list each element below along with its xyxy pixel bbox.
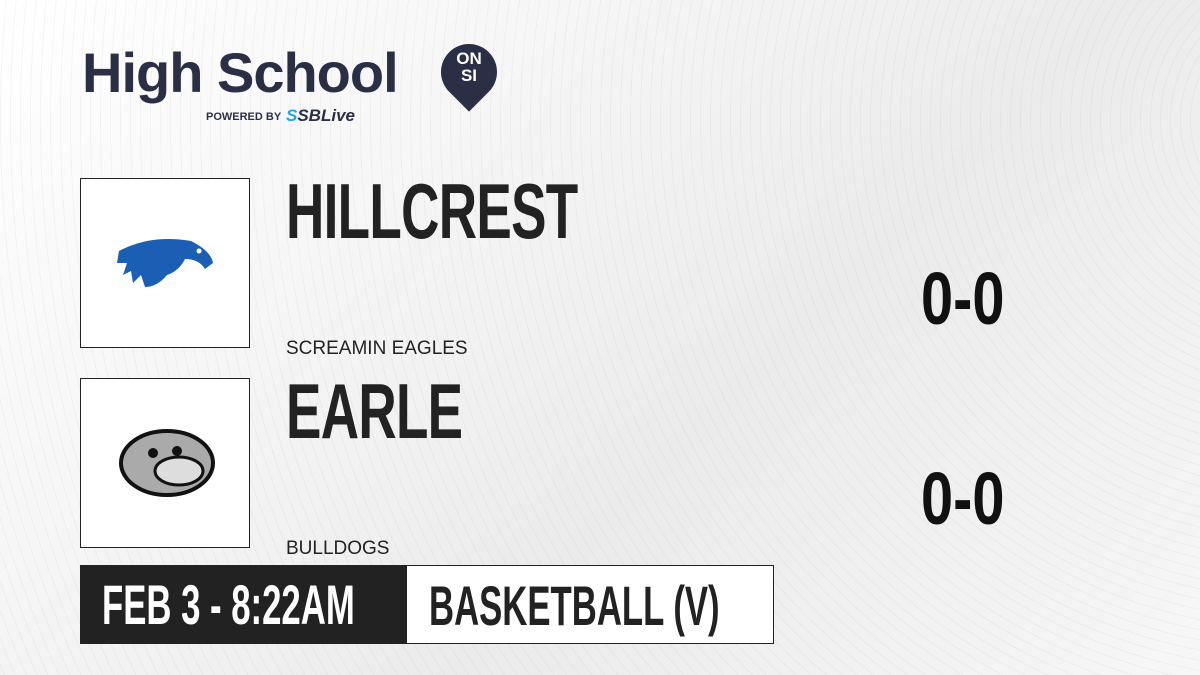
logo-badge: ON SI	[456, 49, 482, 85]
sblive-logo: SSBLive	[286, 106, 355, 125]
powered-by-label: POWERED BY	[206, 111, 282, 123]
team-record: 0-0	[921, 257, 1005, 340]
team-mascot: BULLDOGS	[286, 538, 390, 559]
team-mascot: SCREAMIN EAGLES	[286, 338, 468, 359]
team-name: EARLE	[286, 367, 463, 455]
eagle-icon	[117, 238, 213, 287]
team-name: HILLCREST	[286, 167, 578, 255]
game-datetime: FEB 3 - 8:22AM	[102, 573, 355, 636]
game-sport-box: BASKETBALL (V)	[406, 565, 774, 644]
team-record: 0-0	[921, 457, 1005, 540]
logo-title: High School	[82, 41, 399, 104]
game-sport: BASKETBALL (V)	[429, 574, 720, 637]
team-logo-hillcrest	[80, 178, 250, 348]
bulldog-icon	[119, 429, 215, 497]
team-logo-earle	[80, 378, 250, 548]
game-datetime-box: FEB 3 - 8:22AM	[80, 565, 406, 644]
